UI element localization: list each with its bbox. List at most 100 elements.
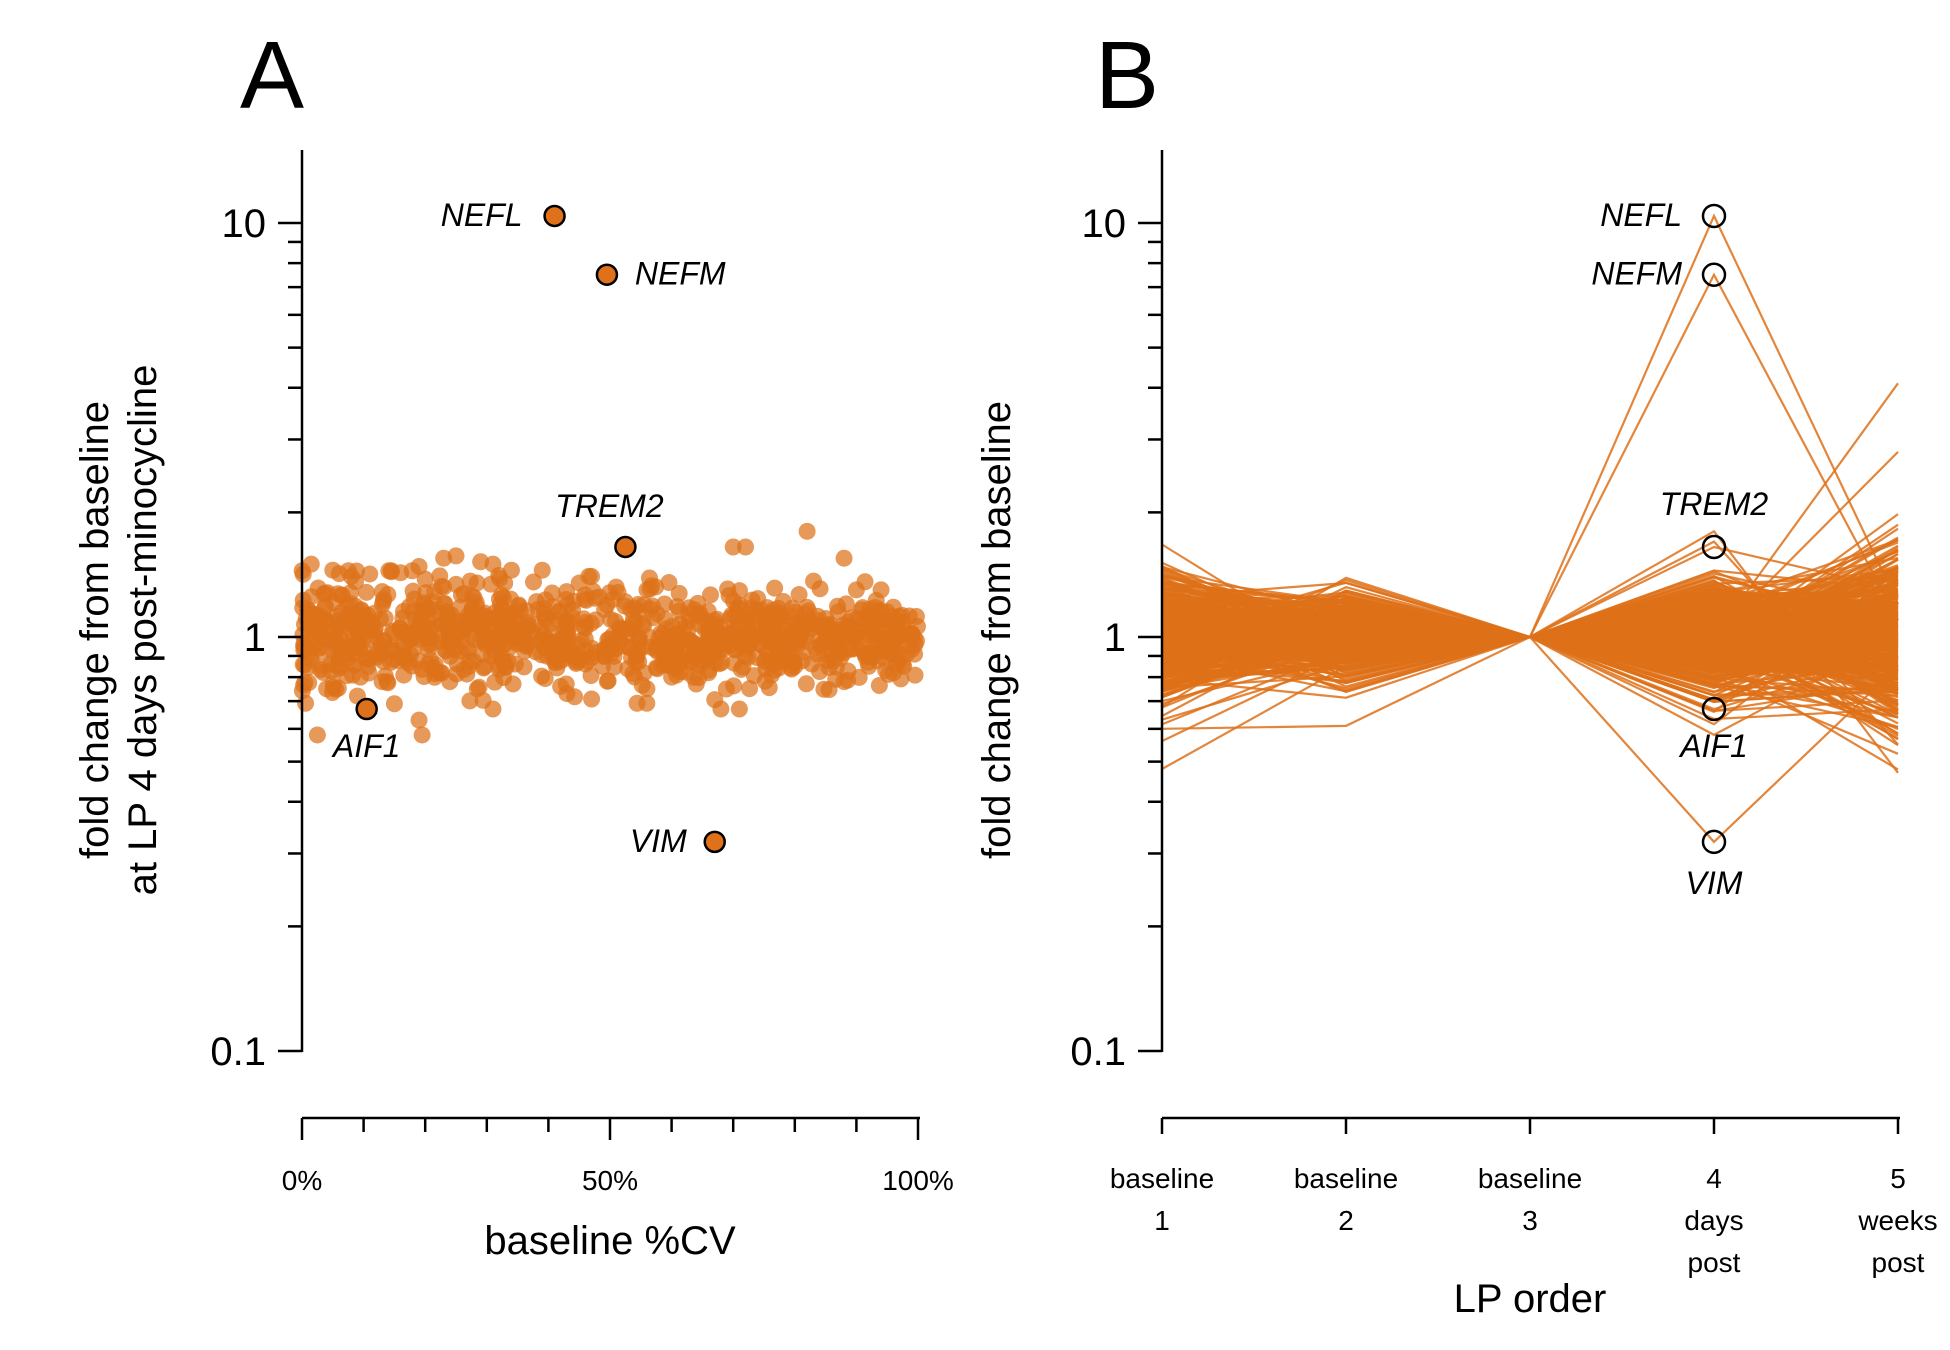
scatter-point [797,675,815,693]
scatter-point [799,632,817,650]
gene-label-nefl: NEFL [1600,197,1682,233]
gene-label-nefm: NEFM [1591,256,1682,292]
scatter-point [444,617,462,635]
panel-b: B 0.1 1 10 baseline 1 baseline 2 baseline 3 4 day… [975,22,1938,1321]
scatter-point [770,628,788,646]
scatter-point [299,658,317,676]
scatter-point [324,561,342,579]
scatter-point [906,666,924,684]
panel-a-xlabel: baseline %CV [484,1219,736,1263]
panel-b-x-tick-label: 4 days post [1684,1163,1743,1278]
scatter-point [518,602,536,620]
scatter-point [351,668,369,686]
scatter-point [739,648,757,666]
gene-label-vim: VIM [630,823,687,859]
scatter-point [847,581,865,599]
scatter-point [902,627,920,645]
scatter-point [496,658,514,676]
panel-a-gene-labels: NEFL NEFM TREM2 AIF1 VIM [331,197,726,859]
scatter-point [484,555,502,573]
series-line-vim [1161,618,1899,844]
panel-b-x-tick-label: baseline 2 [1294,1163,1398,1236]
scatter-point [744,606,762,624]
panel-a-y-tick-label: 1 [244,616,266,660]
scatter-point [700,664,718,682]
scatter-point [741,635,759,653]
panel-b-highlight-markers [1701,203,1727,855]
scatter-point [507,629,525,647]
scatter-point [473,645,491,663]
scatter-point [843,640,861,658]
panel-b-y-tick-label: 0.1 [1070,1030,1126,1074]
scatter-point [599,672,617,690]
scatter-point [766,651,784,669]
scatter-point [582,614,600,632]
scatter-point [470,678,488,696]
scatter-point [553,630,571,648]
scatter-point [484,700,502,718]
scatter-point [638,680,656,698]
scatter-point [883,646,901,664]
panel-b-xlabel: LP order [1454,1277,1607,1321]
scatter-point [590,588,608,606]
scatter-point [416,570,434,588]
gene-label-trem2: TREM2 [1660,486,1769,522]
highlighted-point-aif1 [355,697,378,721]
scatter-point [671,602,689,620]
scatter-point [477,631,495,649]
scatter-point [379,640,397,658]
scatter-point [817,634,835,652]
scatter-point [468,606,486,624]
scatter-point [583,568,601,586]
panel-a-x-ticks: 0% 50% 100% [282,1118,954,1196]
scatter-point [420,614,438,632]
scatter-point [531,622,549,640]
gene-label-nefl: NEFL [441,197,523,233]
gene-label-aif1: AIF1 [1678,728,1748,764]
scatter-point [366,604,384,622]
series-line-nefl [1161,213,1899,642]
panel-a-x-tick-label: 100% [882,1165,954,1196]
panel-a-letter: A [240,22,304,129]
scatter-point [699,622,717,640]
scatter-point [525,573,543,591]
panel-b-y-tick-label: 1 [1104,616,1126,660]
scatter-point [670,584,688,602]
scatter-point [836,619,854,637]
scatter-point [730,700,748,718]
scatter-point [468,574,486,592]
scatter-point [724,538,742,556]
scatter-point [642,600,660,618]
scatter-point [357,583,375,601]
marker-trem2 [1701,534,1727,560]
scatter-point [741,680,759,698]
scatter-point [422,600,440,618]
scatter-point [683,633,701,651]
scatter-point [401,645,419,663]
panel-a-points [293,204,926,854]
scatter-point [302,555,320,573]
scatter-point [319,630,337,648]
scatter-point [835,673,853,691]
scatter-point [662,628,680,646]
scatter-point [482,575,500,593]
scatter-point [774,593,792,611]
scatter-point [583,690,601,708]
scatter-point [385,695,403,713]
scatter-point [690,606,708,624]
scatter-point [687,675,705,693]
panel-b-x-tick-label: baseline 3 [1478,1163,1582,1236]
scatter-point [822,619,840,637]
scatter-point [447,547,465,565]
scatter-point [383,622,401,640]
scatter-point [417,584,435,602]
series-line [1161,382,1899,770]
scatter-point [463,588,481,606]
scatter-point [447,639,465,657]
scatter-point [811,663,829,681]
scatter-point [366,620,384,638]
scatter-point [504,675,522,693]
gene-label-vim: VIM [1686,865,1743,901]
scatter-point [533,667,551,685]
